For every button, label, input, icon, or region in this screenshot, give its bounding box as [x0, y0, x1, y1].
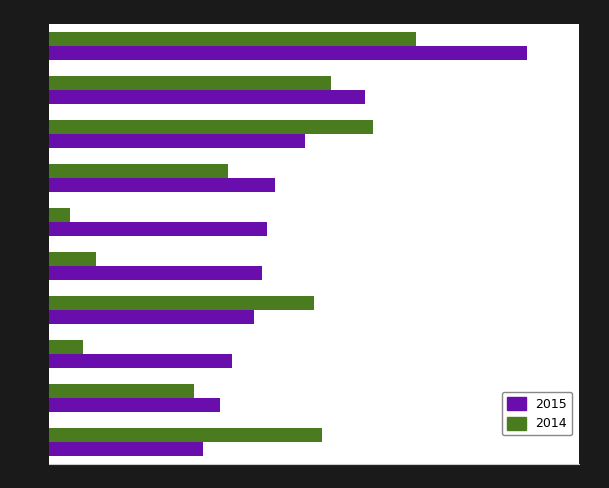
Bar [49, 427, 322, 442]
Bar [49, 340, 83, 354]
Bar [49, 266, 262, 280]
Bar [49, 164, 228, 178]
Bar [49, 384, 194, 398]
Bar [49, 76, 331, 90]
Bar [49, 296, 314, 310]
Bar [49, 178, 275, 192]
Bar [49, 398, 220, 412]
Bar [49, 222, 267, 236]
Bar [49, 208, 70, 222]
Bar [49, 442, 203, 456]
Bar [49, 46, 527, 61]
Bar [49, 134, 305, 148]
Bar [49, 120, 373, 134]
Legend: 2015, 2014: 2015, 2014 [502, 392, 572, 435]
Bar [49, 90, 365, 104]
Bar [49, 354, 233, 368]
Bar [49, 252, 96, 266]
Bar [49, 32, 416, 46]
Bar [49, 310, 254, 324]
